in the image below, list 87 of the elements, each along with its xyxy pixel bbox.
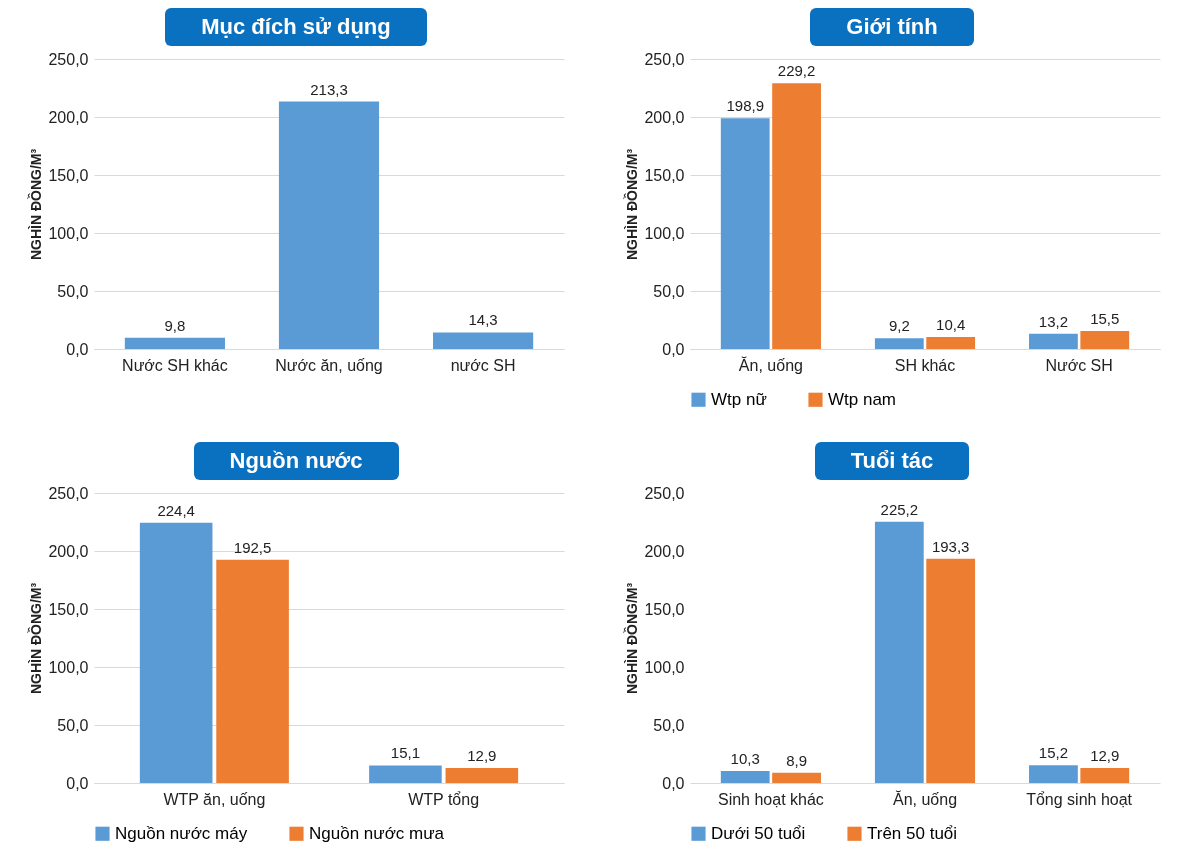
data-label: 10,4 <box>935 315 965 333</box>
legend-label: Trên 50 tuổi <box>866 823 957 843</box>
legend-label: Nguồn nước máy <box>114 823 248 843</box>
chart-title: Tuổi tác <box>814 442 970 480</box>
y-tick-label: 0,0 <box>65 340 89 358</box>
data-label: 213,3 <box>309 80 348 98</box>
y-tick-label: 150,0 <box>47 166 89 184</box>
bar <box>1028 765 1078 783</box>
y-axis-title: NGHÌN ĐỒNG/M³ <box>622 582 640 695</box>
data-label: 229,2 <box>777 62 815 80</box>
chart-title: Nguồn nước <box>193 442 399 480</box>
y-tick-label: 100,0 <box>643 658 685 676</box>
data-label: 14,3 <box>468 311 498 329</box>
data-label: 15,5 <box>1089 310 1119 328</box>
y-tick-label: 0,0 <box>661 774 685 792</box>
data-label: 8,9 <box>785 751 807 769</box>
chart-title: Giới tính <box>810 8 974 46</box>
data-label: 13,2 <box>1038 312 1068 330</box>
bar <box>124 337 225 349</box>
bar <box>771 83 821 349</box>
data-label: 10,3 <box>730 750 760 768</box>
legend-label: Nguồn nước mưa <box>308 823 445 843</box>
x-tick-label: Nước SH khác <box>121 356 228 374</box>
x-tick-label: Tổng sinh hoạt <box>1025 790 1133 808</box>
data-label: 12,9 <box>1089 747 1119 765</box>
data-label: 192,5 <box>233 538 271 556</box>
y-tick-label: 250,0 <box>643 50 685 68</box>
y-tick-label: 50,0 <box>56 716 89 734</box>
bar <box>874 338 924 349</box>
bar <box>139 522 212 783</box>
bar <box>874 521 924 783</box>
y-axis-title: NGHÌN ĐỒNG/M³ <box>622 148 640 261</box>
y-tick-label: 0,0 <box>65 774 89 792</box>
bar <box>925 558 975 783</box>
legend-label: Wtp nam <box>827 389 896 409</box>
y-axis-title: NGHÌN ĐỒNG/M³ <box>26 148 44 261</box>
x-tick-label: SH khác <box>894 356 955 374</box>
data-label: 198,9 <box>725 97 764 115</box>
y-tick-label: 200,0 <box>643 108 685 126</box>
y-tick-label: 250,0 <box>47 484 89 502</box>
bar <box>278 101 379 349</box>
y-tick-label: 100,0 <box>47 224 89 242</box>
y-tick-label: 50,0 <box>652 282 685 300</box>
x-tick-label: Nước ăn, uống <box>274 356 383 374</box>
x-tick-label: nước SH <box>450 356 515 374</box>
y-tick-label: 200,0 <box>47 108 89 126</box>
bar <box>1028 333 1078 349</box>
data-label: 12,9 <box>466 747 496 765</box>
bar <box>432 332 533 349</box>
y-tick-label: 100,0 <box>643 224 685 242</box>
y-tick-label: 200,0 <box>643 542 685 560</box>
bar <box>1079 331 1129 349</box>
y-tick-label: 50,0 <box>652 716 685 734</box>
y-tick-label: 200,0 <box>47 542 89 560</box>
bar <box>368 765 442 783</box>
y-tick-label: 100,0 <box>47 658 89 676</box>
y-tick-label: 150,0 <box>643 600 685 618</box>
bar <box>720 771 770 783</box>
data-label: 15,2 <box>1038 744 1068 762</box>
x-tick-label: Ăn, uống <box>892 789 957 808</box>
data-label: 193,3 <box>931 537 969 555</box>
x-tick-label: Ăn, uống <box>738 355 803 374</box>
y-tick-label: 150,0 <box>47 600 89 618</box>
data-label: 224,4 <box>156 501 195 519</box>
data-label: 225,2 <box>880 500 918 518</box>
y-tick-label: 150,0 <box>643 166 685 184</box>
bar <box>215 559 289 783</box>
bar <box>445 768 518 783</box>
chart-title: Mục đích sử dụng <box>165 8 427 46</box>
x-tick-label: Nước SH <box>1044 356 1113 374</box>
data-label: 15,1 <box>390 744 420 762</box>
bar <box>720 118 770 349</box>
data-label: 9,2 <box>888 317 910 335</box>
bar <box>771 772 821 783</box>
y-tick-label: 50,0 <box>56 282 89 300</box>
bar <box>1079 768 1129 783</box>
legend-label: Wtp nữ <box>710 389 767 409</box>
y-tick-label: 0,0 <box>661 340 685 358</box>
data-label: 9,8 <box>163 316 185 334</box>
y-tick-label: 250,0 <box>47 50 89 68</box>
x-tick-label: WTP ăn, uống <box>162 790 265 808</box>
legend-label: Dưới 50 tuổi <box>710 823 805 843</box>
y-axis-title: NGHÌN ĐỒNG/M³ <box>26 582 44 695</box>
y-tick-label: 250,0 <box>643 484 685 502</box>
bar <box>925 336 975 349</box>
x-tick-label: Sinh hoạt khác <box>717 790 824 808</box>
x-tick-label: WTP tổng <box>407 790 479 808</box>
